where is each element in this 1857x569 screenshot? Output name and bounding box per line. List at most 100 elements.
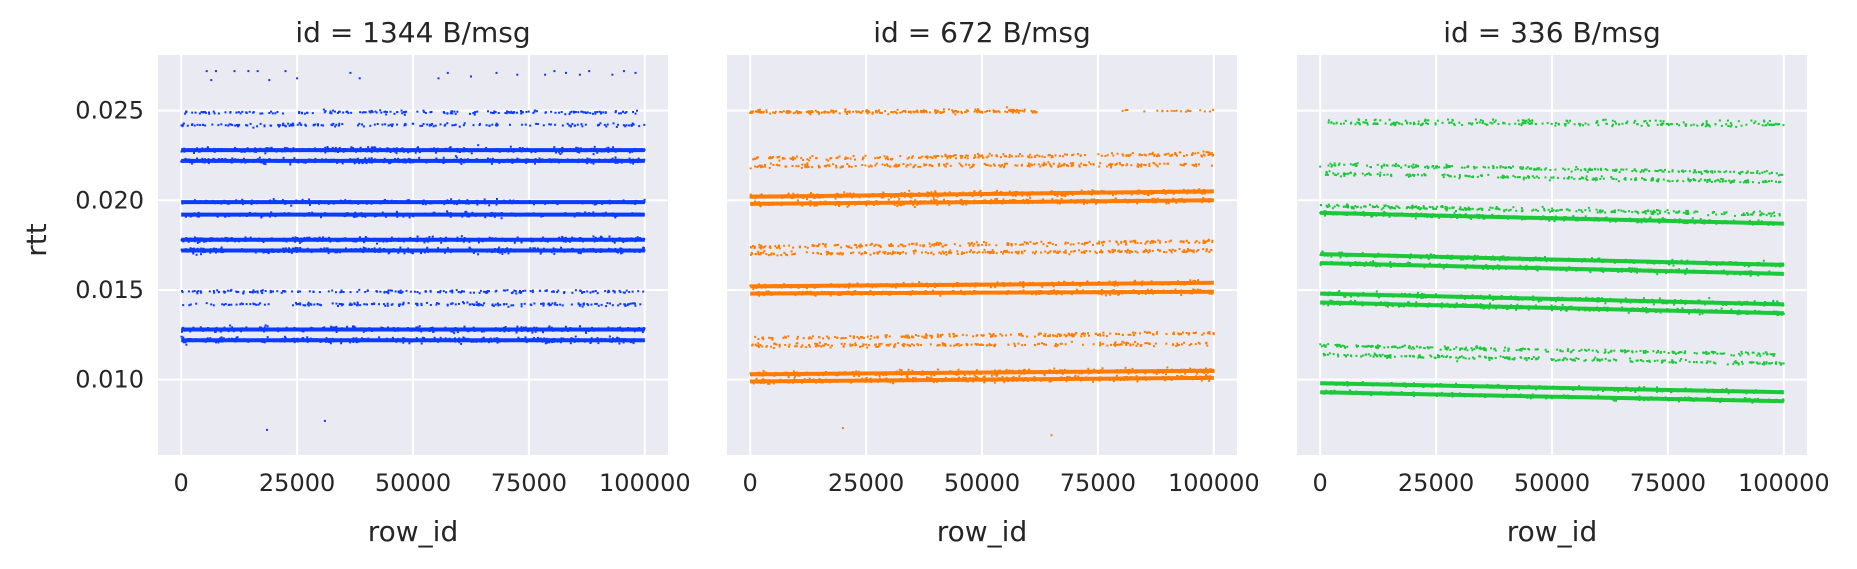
data-point [289, 163, 292, 166]
data-point [577, 251, 580, 254]
data-point [403, 252, 406, 255]
data-point [199, 124, 201, 127]
data-point [1063, 368, 1066, 371]
data-point [394, 290, 397, 293]
data-point [456, 331, 459, 334]
data-point [854, 342, 857, 345]
data-point [1056, 344, 1059, 346]
data-point [181, 291, 184, 294]
data-point [496, 198, 498, 200]
data-point [473, 304, 475, 306]
data-point [329, 342, 332, 345]
data-point [236, 124, 238, 126]
data-point [365, 162, 368, 165]
data-point [595, 302, 598, 305]
data-point [586, 111, 589, 114]
data-point [323, 247, 326, 250]
data-point [590, 337, 593, 340]
data-point [299, 303, 302, 306]
data-point [237, 125, 239, 128]
data-point [387, 124, 390, 127]
data-point [191, 124, 193, 126]
data-point [970, 343, 973, 346]
data-point [379, 290, 382, 293]
data-point [391, 289, 393, 292]
data-point [384, 123, 387, 126]
data-point [335, 331, 338, 333]
data-point [331, 146, 334, 149]
data-point [490, 111, 492, 114]
data-point [558, 236, 561, 239]
data-point [284, 337, 287, 340]
data-point [801, 344, 804, 347]
data-point [324, 151, 327, 154]
data-point [187, 290, 190, 293]
data-point [824, 343, 827, 346]
data-point [1012, 376, 1015, 378]
data-point [209, 251, 212, 254]
data-point [507, 252, 510, 255]
data-point [558, 111, 561, 114]
data-point [181, 125, 184, 128]
data-point [520, 326, 523, 329]
data-point [241, 303, 244, 306]
data-point [284, 335, 286, 338]
data-point [459, 291, 462, 294]
data-point [542, 331, 544, 334]
data-point [1123, 341, 1126, 344]
data-point [596, 151, 599, 154]
data-point [508, 111, 511, 114]
outlier-point [205, 70, 208, 73]
data-point [488, 290, 490, 293]
data-point [306, 303, 309, 306]
data-point [326, 146, 329, 148]
data-point [592, 162, 595, 165]
data-point [612, 289, 615, 292]
data-point [622, 110, 625, 113]
data-point [264, 152, 267, 155]
data-point [329, 111, 332, 114]
data-point [414, 151, 417, 154]
data-point [295, 301, 297, 304]
data-point [957, 368, 960, 371]
data-point [325, 337, 328, 340]
data-point [200, 291, 203, 294]
data-point [874, 343, 877, 346]
data-point [299, 302, 302, 305]
data-point [397, 157, 400, 160]
data-point [294, 236, 297, 239]
data-point [504, 289, 507, 292]
data-point [938, 344, 941, 347]
data-point [444, 251, 446, 254]
outlier-point [565, 71, 567, 74]
data-point [618, 289, 621, 292]
data-point [584, 211, 587, 214]
data-point [975, 343, 978, 346]
data-point [509, 123, 511, 126]
data-point [353, 162, 356, 165]
data-point [298, 110, 301, 113]
data-point [608, 335, 611, 338]
data-point [198, 112, 201, 115]
data-point [843, 342, 846, 345]
data-point [518, 147, 521, 149]
outlier-point [210, 79, 213, 82]
data-point [308, 198, 310, 201]
data-point [1003, 381, 1006, 384]
data-point [631, 122, 634, 125]
data-point [217, 112, 220, 115]
data-point [574, 335, 577, 338]
data-point [1134, 341, 1137, 343]
data-point [363, 241, 365, 243]
data-point [888, 344, 890, 347]
data-point [642, 246, 645, 249]
point-band [181, 288, 645, 295]
data-point [442, 290, 445, 293]
data-point [454, 112, 457, 115]
data-point [631, 302, 634, 305]
data-point [364, 236, 367, 238]
data-point [306, 336, 309, 339]
data-point [256, 290, 259, 293]
data-point [359, 304, 362, 307]
data-point [1070, 340, 1073, 343]
